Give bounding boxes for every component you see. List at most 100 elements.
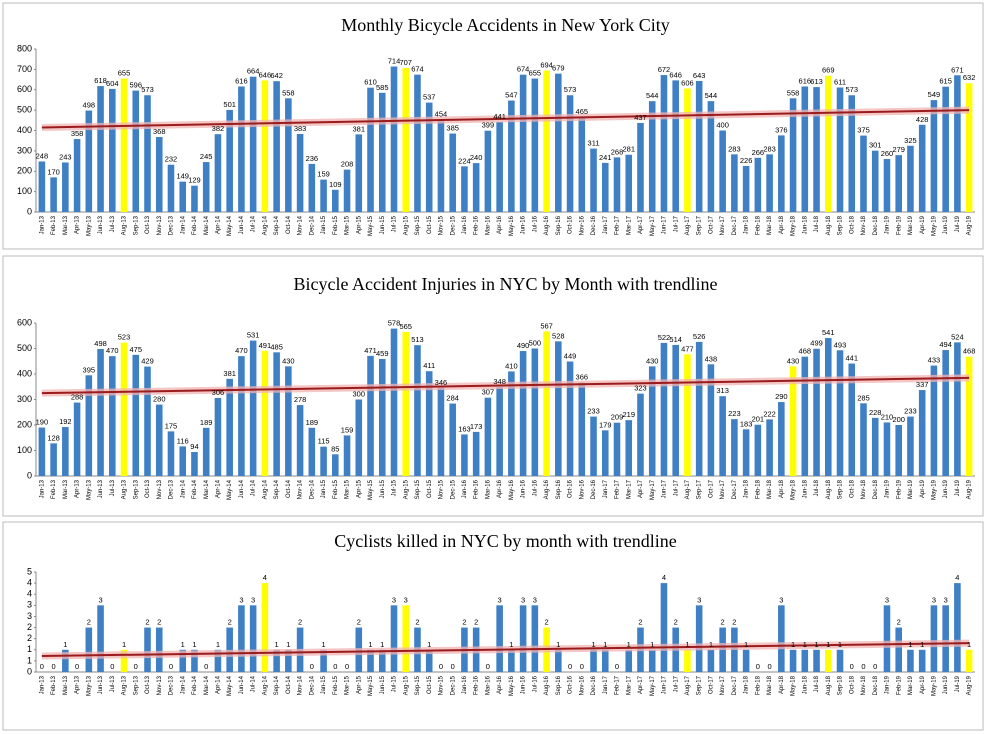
x-tick-label: Sep-17: [697, 215, 703, 235]
value-label: 325: [904, 136, 917, 145]
y-tick-label: 400: [17, 125, 32, 135]
bar: [343, 435, 351, 476]
value-label: 173: [470, 422, 483, 431]
bar: [566, 361, 574, 476]
x-tick-label: Sep-16: [556, 215, 562, 235]
bar: [378, 649, 386, 672]
value-label: 1: [627, 640, 631, 649]
x-tick-label: Dec-14: [309, 479, 315, 499]
x-tick-label: Jan-19: [885, 675, 891, 694]
value-label: 0: [52, 662, 56, 671]
bar: [73, 139, 81, 212]
x-tick-label: Nov-18: [861, 675, 867, 695]
value-label: 477: [681, 344, 694, 353]
bar: [38, 161, 46, 212]
value-label: 2: [474, 618, 478, 627]
x-tick-label: Jan-15: [321, 479, 327, 498]
y-tick-label: 200: [17, 166, 32, 176]
value-label: 223: [728, 409, 741, 418]
chart-title: Bicycle Accident Injuries in NYC by Mont…: [294, 274, 718, 294]
bar: [332, 189, 339, 212]
x-tick-label: Jul-15: [392, 215, 398, 232]
x-tick-label: Jan-18: [744, 215, 750, 234]
value-label: 1: [650, 640, 654, 649]
value-label: 498: [94, 339, 107, 348]
y-tick-label: 0: [27, 666, 32, 676]
x-tick-label: Dec-15: [450, 215, 456, 235]
bar: [484, 397, 492, 476]
bar: [179, 649, 187, 672]
bar: [261, 583, 269, 672]
bar: [954, 75, 961, 212]
bar: [954, 583, 961, 672]
bar: [848, 95, 856, 212]
x-tick-label: Oct-16: [568, 479, 574, 498]
value-label: 0: [873, 662, 877, 671]
value-label: 376: [775, 125, 788, 134]
x-tick-label: Jun-17: [662, 479, 668, 498]
bar: [566, 95, 574, 212]
bar: [85, 375, 93, 476]
x-tick-label: Oct-18: [849, 215, 855, 234]
bar: [601, 649, 609, 672]
value-label: 655: [118, 69, 131, 78]
bar: [285, 366, 292, 476]
x-tick-label: Jan-13: [39, 675, 45, 694]
y-tick-label: 5: [27, 566, 32, 576]
bar: [144, 627, 151, 672]
x-tick-label: Nov-18: [861, 215, 867, 235]
x-tick-label: Nov-14: [298, 479, 304, 499]
bar: [555, 341, 562, 476]
value-label: 1: [920, 640, 924, 649]
x-tick-label: Jul-19: [955, 675, 961, 692]
x-tick-label: Jan-13: [39, 215, 45, 234]
bar: [918, 124, 926, 212]
bar: [390, 328, 398, 476]
x-tick-label: Jul-16: [532, 675, 538, 692]
value-label: 109: [329, 180, 342, 189]
x-tick-label: Oct-14: [286, 675, 292, 694]
value-label: 0: [204, 662, 208, 671]
value-label: 226: [740, 156, 753, 165]
bar: [848, 363, 856, 476]
x-tick-label: Mar-15: [345, 675, 351, 695]
value-label: 266: [752, 148, 765, 157]
x-tick-label: May-18: [791, 675, 797, 696]
x-tick-label: Oct-17: [708, 675, 714, 694]
value-label: 485: [270, 342, 283, 351]
x-tick-label: Jan-13: [39, 479, 45, 498]
value-label: 85: [331, 444, 339, 453]
x-tick-label: Mar-19: [908, 675, 914, 695]
x-tick-label: Jun-19: [943, 479, 949, 498]
bar: [343, 169, 351, 212]
bar: [261, 80, 269, 212]
x-tick-label: Feb-16: [474, 675, 480, 695]
bar: [695, 80, 703, 213]
bar: [942, 86, 949, 212]
x-tick-label: Apr-17: [638, 675, 644, 694]
value-label: 228: [869, 408, 882, 417]
x-tick-label: May-14: [227, 675, 233, 696]
value-label: 278: [294, 395, 307, 404]
value-label: 192: [59, 417, 72, 426]
bar: [308, 163, 316, 212]
x-tick-label: Aug-15: [403, 215, 409, 235]
value-label: 3: [932, 595, 936, 604]
x-tick-label: Nov-16: [579, 215, 585, 235]
x-tick-label: Apr-18: [779, 215, 785, 234]
x-tick-label: Oct-16: [568, 215, 574, 234]
x-tick-label: Dec-15: [450, 479, 456, 499]
x-tick-label: Dec-15: [450, 675, 456, 695]
value-label: 441: [493, 112, 506, 121]
value-label: 618: [94, 76, 107, 85]
value-label: 233: [904, 407, 917, 416]
value-label: 437: [634, 113, 647, 122]
value-label: 615: [939, 77, 952, 86]
value-label: 616: [799, 76, 812, 85]
value-label: 449: [564, 351, 577, 360]
bar: [191, 649, 198, 672]
x-tick-label: May-19: [931, 675, 937, 696]
bar: [766, 419, 773, 476]
value-label: 348: [493, 377, 506, 386]
x-tick-label: Apr-17: [638, 215, 644, 234]
